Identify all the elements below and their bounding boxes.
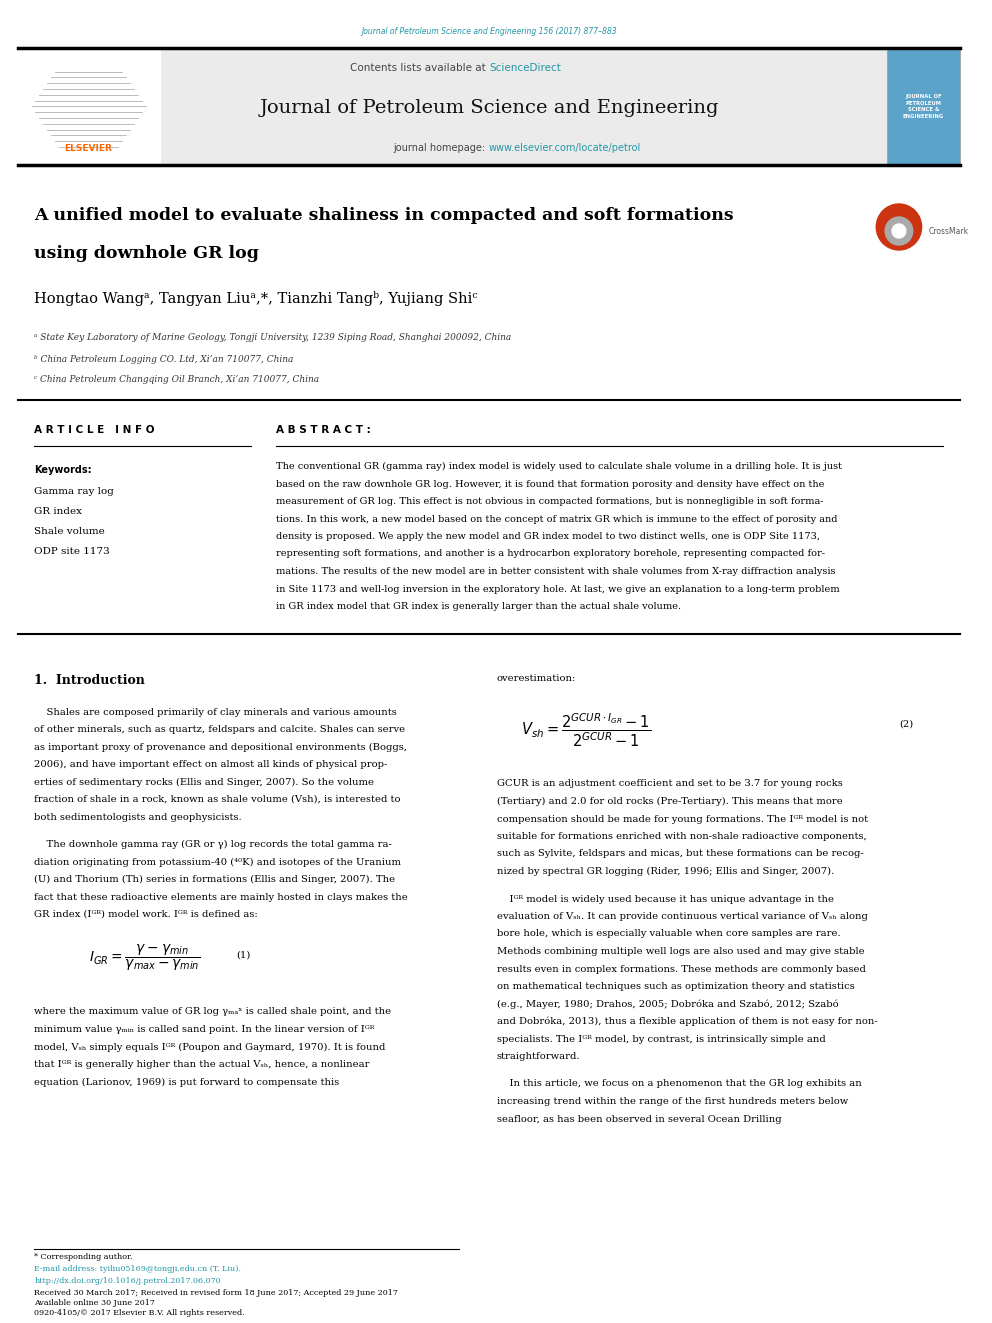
- Text: A unified model to evaluate shaliness in compacted and soft formations: A unified model to evaluate shaliness in…: [35, 206, 734, 224]
- Text: where the maximum value of GR log γₘₐˣ is called shale point, and the: where the maximum value of GR log γₘₐˣ i…: [35, 1008, 392, 1016]
- Text: Iᴳᴿ model is widely used because it has unique advantage in the: Iᴳᴿ model is widely used because it has …: [497, 894, 834, 904]
- Text: ELSEVIER: ELSEVIER: [64, 144, 112, 153]
- Text: ᵃ State Key Laboratory of Marine Geology, Tongji University, 1239 Siping Road, S: ᵃ State Key Laboratory of Marine Geology…: [35, 333, 512, 343]
- Text: (e.g., Mayer, 1980; Drahos, 2005; Dobróka and Szabó, 2012; Szabó: (e.g., Mayer, 1980; Drahos, 2005; Dobrók…: [497, 999, 838, 1009]
- Text: straightforward.: straightforward.: [497, 1052, 580, 1061]
- Text: Gamma ray log: Gamma ray log: [35, 487, 114, 496]
- Text: 0920-4105/© 2017 Elsevier B.V. All rights reserved.: 0920-4105/© 2017 Elsevier B.V. All right…: [35, 1308, 245, 1316]
- Bar: [887, 48, 960, 165]
- Text: $V_{sh} = \dfrac{2^{GCUR \cdot I_{GR}} - 1}{2^{GCUR} - 1}$: $V_{sh} = \dfrac{2^{GCUR \cdot I_{GR}} -…: [522, 712, 652, 749]
- Circle shape: [892, 224, 906, 238]
- Text: http://dx.doi.org/10.1016/j.petrol.2017.06.070: http://dx.doi.org/10.1016/j.petrol.2017.…: [35, 1277, 221, 1285]
- Text: fact that these radioactive elements are mainly hosted in clays makes the: fact that these radioactive elements are…: [35, 893, 409, 901]
- Text: diation originating from potassium-40 (⁴⁰K) and isotopes of the Uranium: diation originating from potassium-40 (⁴…: [35, 857, 402, 867]
- Text: www.elsevier.com/locate/petrol: www.elsevier.com/locate/petrol: [489, 143, 641, 153]
- Text: both sedimentologists and geophysicists.: both sedimentologists and geophysicists.: [35, 812, 242, 822]
- Text: (2): (2): [899, 720, 914, 729]
- Text: $I_{GR} = \dfrac{\gamma - \gamma_{min}}{\gamma_{max} - \gamma_{min}}$: $I_{GR} = \dfrac{\gamma - \gamma_{min}}{…: [88, 942, 200, 972]
- Text: 2006), and have important effect on almost all kinds of physical prop-: 2006), and have important effect on almo…: [35, 759, 388, 769]
- Text: ᶜ China Petroleum Changqing Oil Branch, Xi’an 710077, China: ᶜ China Petroleum Changqing Oil Branch, …: [35, 376, 319, 385]
- Text: measurement of GR log. This effect is not obvious in compacted formations, but i: measurement of GR log. This effect is no…: [276, 497, 823, 505]
- Text: increasing trend within the range of the first hundreds meters below: increasing trend within the range of the…: [497, 1097, 848, 1106]
- Text: suitable for formations enriched with non-shale radioactive components,: suitable for formations enriched with no…: [497, 832, 867, 841]
- Text: GR index: GR index: [35, 507, 82, 516]
- Text: GR index (Iᴳᴿ) model work. Iᴳᴿ is defined as:: GR index (Iᴳᴿ) model work. Iᴳᴿ is define…: [35, 910, 258, 919]
- Text: compensation should be made for young formations. The Iᴳᴿ model is not: compensation should be made for young fo…: [497, 815, 868, 823]
- Bar: [18, 48, 161, 165]
- Bar: [18, 48, 960, 165]
- Text: in Site 1173 and well-log inversion in the exploratory hole. At last, we give an: in Site 1173 and well-log inversion in t…: [276, 585, 839, 594]
- Circle shape: [876, 204, 922, 250]
- Text: Shale volume: Shale volume: [35, 527, 105, 536]
- Text: Contents lists available at: Contents lists available at: [350, 64, 489, 73]
- Text: results even in complex formations. These methods are commonly based: results even in complex formations. Thes…: [497, 964, 866, 974]
- Text: using downhole GR log: using downhole GR log: [35, 245, 259, 262]
- Text: nized by spectral GR logging (Rider, 1996; Ellis and Singer, 2007).: nized by spectral GR logging (Rider, 199…: [497, 867, 834, 876]
- Text: A B S T R A C T :: A B S T R A C T :: [276, 425, 371, 435]
- Text: Hongtao Wangᵃ, Tangyan Liuᵃ,*, Tianzhi Tangᵇ, Yujiang Shiᶜ: Hongtao Wangᵃ, Tangyan Liuᵃ,*, Tianzhi T…: [35, 291, 478, 306]
- Text: (Tertiary) and 2.0 for old rocks (Pre-Tertiary). This means that more: (Tertiary) and 2.0 for old rocks (Pre-Te…: [497, 796, 842, 806]
- Text: In this article, we focus on a phenomenon that the GR log exhibits an: In this article, we focus on a phenomeno…: [497, 1080, 861, 1089]
- Text: bore hole, which is especially valuable when core samples are rare.: bore hole, which is especially valuable …: [497, 930, 840, 938]
- Text: A R T I C L E   I N F O: A R T I C L E I N F O: [35, 425, 155, 435]
- Text: Keywords:: Keywords:: [35, 464, 92, 475]
- Text: Methods combining multiple well logs are also used and may give stable: Methods combining multiple well logs are…: [497, 947, 864, 957]
- Text: seafloor, as has been observed in several Ocean Drilling: seafloor, as has been observed in severa…: [497, 1114, 782, 1123]
- Text: of other minerals, such as quartz, feldspars and calcite. Shales can serve: of other minerals, such as quartz, felds…: [35, 725, 406, 734]
- Text: minimum value γₘᵢₙ is called sand point. In the linear version of Iᴳᴿ: minimum value γₘᵢₙ is called sand point.…: [35, 1025, 375, 1035]
- Text: mations. The results of the new model are in better consistent with shale volume: mations. The results of the new model ar…: [276, 568, 835, 576]
- Text: fraction of shale in a rock, known as shale volume (Vsh), is interested to: fraction of shale in a rock, known as sh…: [35, 795, 401, 804]
- Text: (1): (1): [236, 950, 251, 959]
- Text: * Corresponding author.: * Corresponding author.: [35, 1253, 133, 1261]
- Text: erties of sedimentary rocks (Ellis and Singer, 2007). So the volume: erties of sedimentary rocks (Ellis and S…: [35, 778, 375, 787]
- Text: specialists. The Iᴳᴿ model, by contrast, is intrinsically simple and: specialists. The Iᴳᴿ model, by contrast,…: [497, 1035, 825, 1044]
- Text: equation (Larionov, 1969) is put forward to compensate this: equation (Larionov, 1969) is put forward…: [35, 1077, 339, 1086]
- Text: E-mail address: tyiliu05169@tongji.edu.cn (T. Liu).: E-mail address: tyiliu05169@tongji.edu.c…: [35, 1265, 241, 1273]
- Text: as important proxy of provenance and depositional environments (Boggs,: as important proxy of provenance and dep…: [35, 742, 408, 751]
- Text: tions. In this work, a new model based on the concept of matrix GR which is immu: tions. In this work, a new model based o…: [276, 515, 837, 524]
- Text: Journal of Petroleum Science and Engineering 156 (2017) 877–883: Journal of Petroleum Science and Enginee…: [361, 28, 617, 37]
- Text: overestimation:: overestimation:: [497, 673, 576, 683]
- Text: ᵇ China Petroleum Logging CO. Ltd, Xi’an 710077, China: ᵇ China Petroleum Logging CO. Ltd, Xi’an…: [35, 355, 294, 364]
- Text: density is proposed. We apply the new model and GR index model to two distinct w: density is proposed. We apply the new mo…: [276, 532, 820, 541]
- Text: (U) and Thorium (Th) series in formations (Ellis and Singer, 2007). The: (U) and Thorium (Th) series in formation…: [35, 875, 396, 884]
- Text: Shales are composed primarily of clay minerals and various amounts: Shales are composed primarily of clay mi…: [35, 708, 397, 717]
- Text: in GR index model that GR index is generally larger than the actual shale volume: in GR index model that GR index is gener…: [276, 602, 682, 611]
- Text: CrossMark: CrossMark: [929, 228, 968, 237]
- Text: such as Sylvite, feldspars and micas, but these formations can be recog-: such as Sylvite, feldspars and micas, bu…: [497, 849, 863, 859]
- Text: 1.  Introduction: 1. Introduction: [35, 673, 146, 687]
- Text: GCUR is an adjustment coefficient and set to be 3.7 for young rocks: GCUR is an adjustment coefficient and se…: [497, 779, 842, 789]
- Text: ODP site 1173: ODP site 1173: [35, 546, 110, 556]
- Text: The conventional GR (gamma ray) index model is widely used to calculate shale vo: The conventional GR (gamma ray) index mo…: [276, 462, 842, 471]
- Text: based on the raw downhole GR log. However, it is found that formation porosity a: based on the raw downhole GR log. Howeve…: [276, 479, 824, 488]
- Text: representing soft formations, and another is a hydrocarbon exploratory borehole,: representing soft formations, and anothe…: [276, 549, 825, 558]
- Text: Available online 30 June 2017: Available online 30 June 2017: [35, 1299, 156, 1307]
- Text: and Dobróka, 2013), thus a flexible application of them is not easy for non-: and Dobróka, 2013), thus a flexible appl…: [497, 1017, 878, 1027]
- Text: The downhole gamma ray (GR or γ) log records the total gamma ra-: The downhole gamma ray (GR or γ) log rec…: [35, 840, 393, 849]
- Text: ScienceDirect: ScienceDirect: [489, 64, 560, 73]
- Circle shape: [885, 217, 913, 245]
- Text: Received 30 March 2017; Received in revised form 18 June 2017; Accepted 29 June : Received 30 March 2017; Received in revi…: [35, 1289, 399, 1297]
- Text: Journal of Petroleum Science and Engineering: Journal of Petroleum Science and Enginee…: [259, 99, 718, 116]
- Text: model, Vₛₕ simply equals Iᴳᴿ (Poupon and Gaymard, 1970). It is found: model, Vₛₕ simply equals Iᴳᴿ (Poupon and…: [35, 1043, 386, 1052]
- Text: on mathematical techniques such as optimization theory and statistics: on mathematical techniques such as optim…: [497, 982, 854, 991]
- Text: evaluation of Vₛₕ. It can provide continuous vertical variance of Vₛₕ along: evaluation of Vₛₕ. It can provide contin…: [497, 912, 868, 921]
- Text: JOURNAL OF
PETROLEUM
SCIENCE &
ENGINEERING: JOURNAL OF PETROLEUM SCIENCE & ENGINEERI…: [903, 94, 944, 119]
- Text: that Iᴳᴿ is generally higher than the actual Vₛₕ, hence, a nonlinear: that Iᴳᴿ is generally higher than the ac…: [35, 1060, 370, 1069]
- Text: journal homepage:: journal homepage:: [394, 143, 489, 153]
